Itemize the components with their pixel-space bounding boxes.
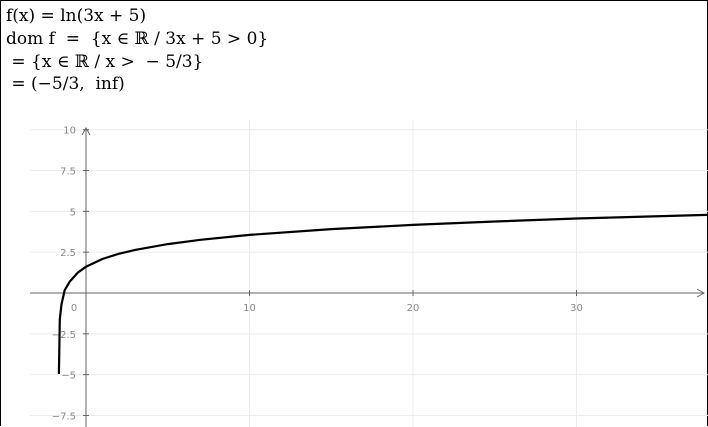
y-tick-label: −5	[61, 371, 76, 382]
domain-condition: = {x ∈ ℝ / x > − 5/3}	[6, 52, 204, 72]
plot-axes	[30, 126, 706, 427]
y-tick-label: 10	[63, 126, 76, 137]
y-tick-label: −2.5	[52, 330, 76, 341]
domain-interval: = (−5/3, inf)	[6, 74, 125, 94]
y-axis-arrow	[81, 126, 91, 136]
plot-grid	[30, 120, 708, 427]
y-tick-label: 5	[70, 207, 76, 218]
x-tick-label: 20	[407, 303, 420, 314]
y-tick-label: 7.5	[60, 167, 76, 178]
y-tick-label: 2.5	[60, 248, 76, 259]
x-tick-label: 0	[71, 303, 77, 314]
domain-definition: dom f = {x ∈ ℝ / 3x + 5 > 0}	[6, 29, 269, 49]
x-tick-label: 10	[243, 303, 256, 314]
function-plot[interactable]: 0 10 20 30 10 7.5 5 2.5 −2.5 −5 −7.5	[0, 120, 708, 427]
x-axis-arrow	[696, 288, 706, 298]
plot-ticks: 0 10 20 30 10 7.5 5 2.5 −2.5 −5 −7.5	[52, 126, 583, 423]
y-tick-label: −7.5	[52, 411, 76, 422]
x-tick-label: 30	[570, 303, 583, 314]
function-definition: f(x) = ln(3x + 5)	[6, 6, 147, 26]
function-curve	[57, 213, 708, 375]
